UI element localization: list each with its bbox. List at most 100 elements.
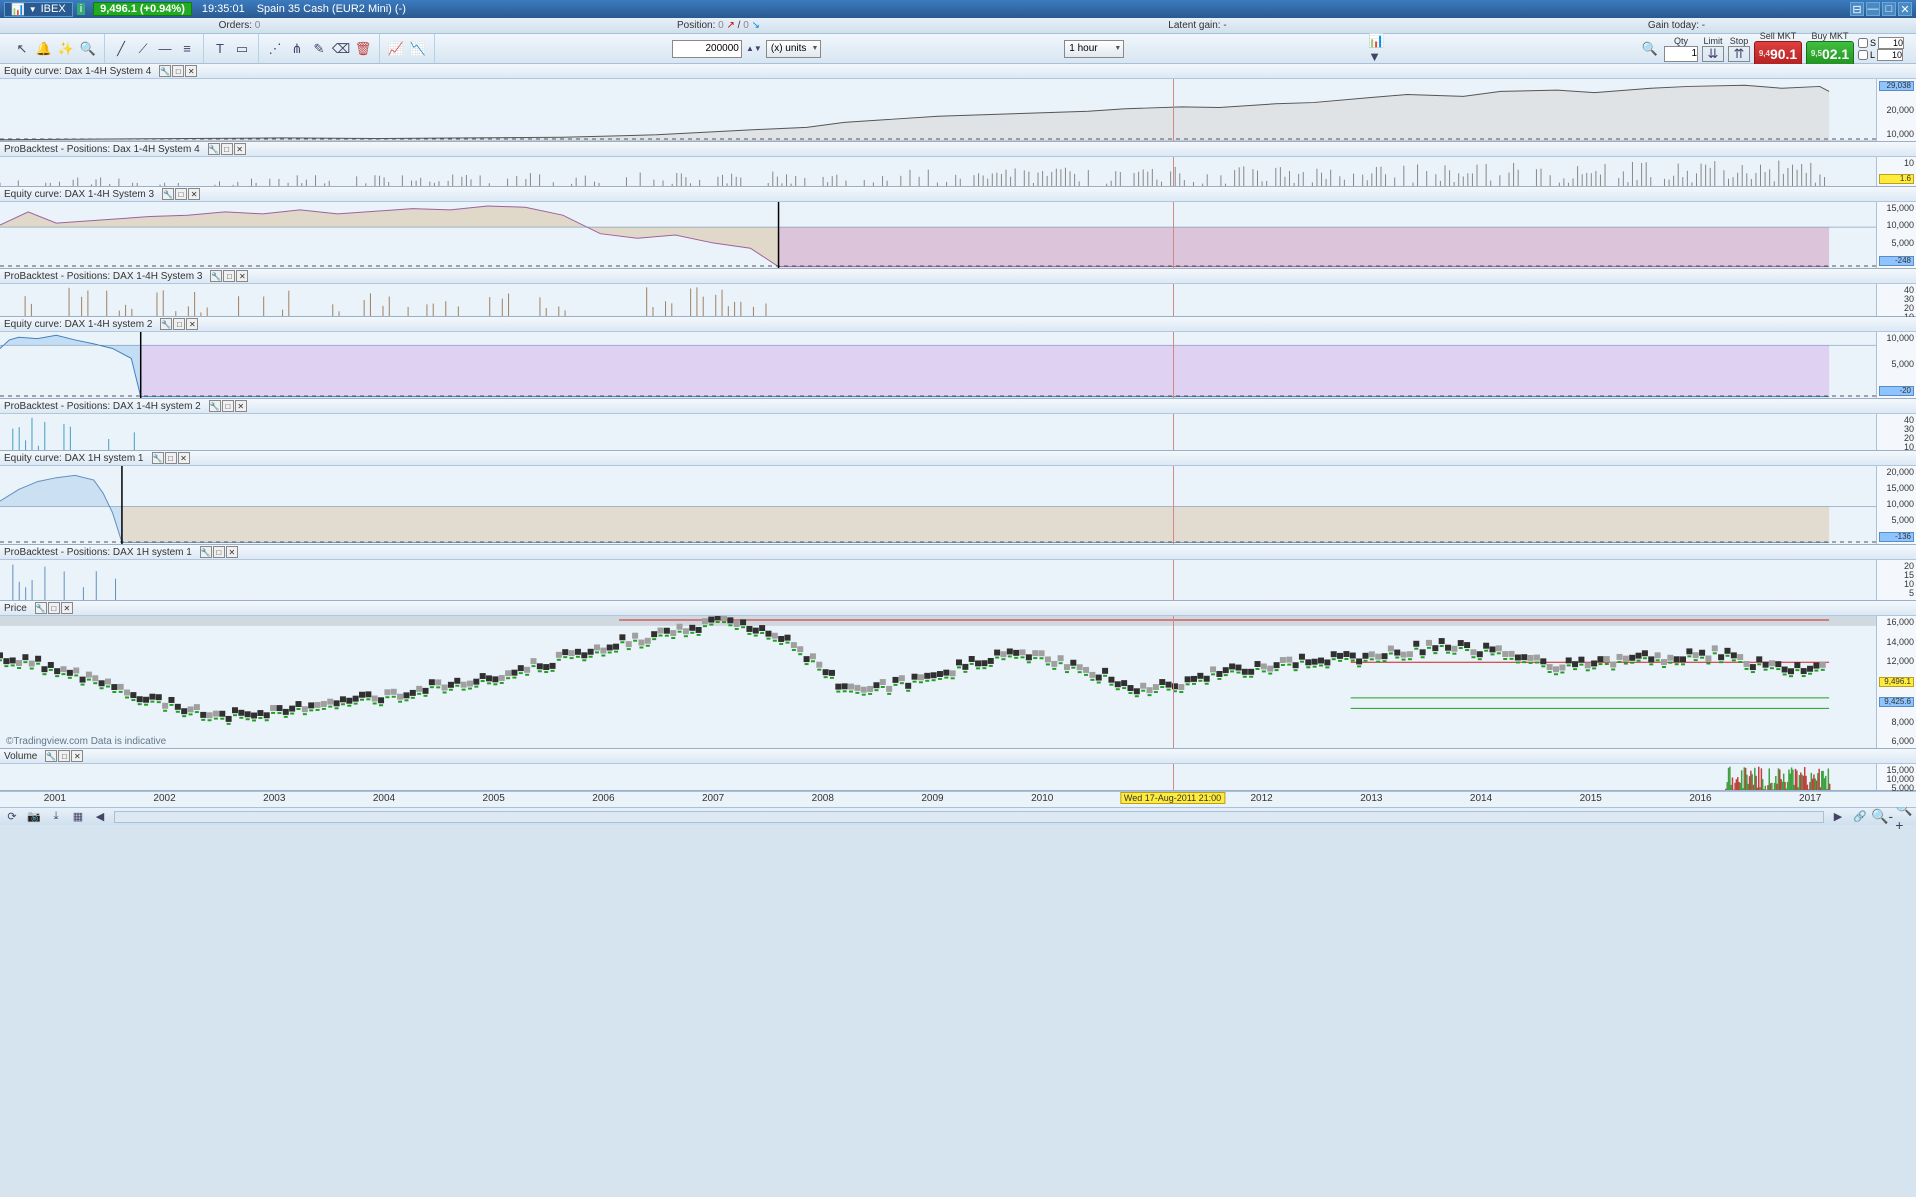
segment-tool-icon[interactable]: ⟋ [133, 39, 153, 59]
panel-header-equity4[interactable]: Equity curve: Dax 1-4H System 4🔧□✕ [0, 64, 1916, 79]
ticker-dropdown[interactable]: 📊 ▼ IBEX [4, 2, 73, 17]
trash-tool-icon[interactable]: 🗑 [353, 39, 373, 59]
close-icon[interactable]: ✕ [1898, 2, 1912, 16]
close-icon[interactable]: ✕ [71, 750, 83, 762]
stop-value-input[interactable] [1878, 37, 1904, 49]
sell-button[interactable]: 9,490.1 [1754, 41, 1802, 67]
panel-header-pos3[interactable]: ProBacktest - Positions: DAX 1-4H System… [0, 269, 1916, 284]
window-icon[interactable]: □ [213, 546, 225, 558]
plot-area[interactable] [0, 157, 1876, 186]
window-icon[interactable]: □ [173, 318, 185, 330]
window-icon[interactable]: □ [165, 452, 177, 464]
hline-tool-icon[interactable]: — [155, 39, 175, 59]
close-icon[interactable]: ✕ [185, 65, 197, 77]
plot-area[interactable] [0, 284, 1876, 316]
y-axis[interactable]: 20,00015,00010,0005,000-136 [1876, 466, 1916, 544]
wrench-icon[interactable]: 🔧 [160, 318, 172, 330]
pitchfork-tool-icon[interactable]: ⋔ [287, 39, 307, 59]
wrench-icon[interactable]: 🔧 [200, 546, 212, 558]
window-icon[interactable]: □ [222, 400, 234, 412]
close-icon[interactable]: ✕ [235, 400, 247, 412]
amount-input[interactable] [672, 40, 742, 58]
y-axis[interactable]: 16,00014,00012,0009,496.19,425.68,0006,0… [1876, 616, 1916, 748]
panel-header-equity2[interactable]: Equity curve: DAX 1-4H system 2🔧□✕ [0, 317, 1916, 332]
y-axis[interactable]: 403020100 [1876, 284, 1916, 316]
zoom-tool-icon[interactable]: 🔍 [78, 39, 98, 59]
rect-tool-icon[interactable]: ▭ [232, 39, 252, 59]
info-icon[interactable]: i [77, 3, 85, 15]
time-axis[interactable]: 2001200220032004200520062007200820092010… [0, 791, 1916, 807]
y-axis[interactable]: 101.6 [1876, 157, 1916, 186]
pin-icon[interactable]: ⊟ [1850, 2, 1864, 16]
refresh-icon[interactable]: ⟳ [4, 809, 20, 825]
export-icon[interactable]: ⤓ [48, 809, 64, 825]
wand-tool-icon[interactable]: ✨ [56, 39, 76, 59]
zoom-in-icon[interactable]: 🔍+ [1896, 809, 1912, 825]
plot-area[interactable] [0, 332, 1876, 398]
window-icon[interactable]: □ [175, 188, 187, 200]
limit-value-input[interactable] [1877, 49, 1903, 61]
grid-icon[interactable]: ▦ [70, 809, 86, 825]
y-axis[interactable]: 403020100 [1876, 414, 1916, 450]
close-icon[interactable]: ✕ [226, 546, 238, 558]
qty-input[interactable] [1664, 46, 1698, 62]
link-icon[interactable]: 🔗 [1852, 809, 1868, 825]
search-order-icon[interactable]: 🔍 [1640, 39, 1660, 59]
close-icon[interactable]: ✕ [188, 188, 200, 200]
limit-button[interactable]: ⇊ [1702, 46, 1724, 62]
stop-button[interactable]: ⇈ [1728, 46, 1750, 62]
text-tool-icon[interactable]: T [210, 39, 230, 59]
wrench-icon[interactable]: 🔧 [35, 602, 47, 614]
plot-area[interactable]: ©Tradingview.com Data is indicative [0, 616, 1876, 748]
y-axis[interactable]: 15,00010,0005,000-248 [1876, 202, 1916, 268]
plot-area[interactable] [0, 764, 1876, 790]
cursor-tool-icon[interactable]: ↖ [12, 39, 32, 59]
backtest-tool-icon[interactable]: 📉 [408, 39, 428, 59]
y-axis[interactable]: 10,0005,000-20 [1876, 332, 1916, 398]
wrench-icon[interactable]: 🔧 [152, 452, 164, 464]
stop-checkbox[interactable] [1858, 38, 1868, 48]
line-tool-icon[interactable]: ╱ [111, 39, 131, 59]
window-icon[interactable]: □ [172, 65, 184, 77]
panel-header-equity1[interactable]: Equity curve: DAX 1H system 1🔧□✕ [0, 451, 1916, 466]
y-axis[interactable]: 29,03820,00010,000 [1876, 79, 1916, 141]
pencil-tool-icon[interactable]: ✎ [309, 39, 329, 59]
window-icon[interactable]: □ [48, 602, 60, 614]
y-axis[interactable]: 15,00010,0005,000714 [1876, 764, 1916, 790]
limit-checkbox[interactable] [1858, 50, 1868, 60]
window-icon[interactable]: □ [223, 270, 235, 282]
eraser-tool-icon[interactable]: ⌫ [331, 39, 351, 59]
channel-tool-icon[interactable]: ≡ [177, 39, 197, 59]
close-icon[interactable]: ✕ [61, 602, 73, 614]
scroll-right-icon[interactable]: ▶ [1830, 809, 1846, 825]
wrench-icon[interactable]: 🔧 [159, 65, 171, 77]
buy-button[interactable]: 9,502.1 [1806, 41, 1854, 67]
amount-stepper-icon[interactable]: ▲▼ [744, 39, 764, 59]
units-select[interactable]: (x) units [766, 40, 822, 58]
plot-area[interactable] [0, 79, 1876, 141]
maximize-icon[interactable]: □ [1882, 2, 1896, 16]
wrench-icon[interactable]: 🔧 [210, 270, 222, 282]
window-icon[interactable]: □ [58, 750, 70, 762]
wrench-icon[interactable]: 🔧 [45, 750, 57, 762]
scroll-left-icon[interactable]: ◀ [92, 809, 108, 825]
fib-tool-icon[interactable]: ⋰ [265, 39, 285, 59]
panel-header-equity3[interactable]: Equity curve: DAX 1-4H System 3🔧□✕ [0, 187, 1916, 202]
close-icon[interactable]: ✕ [186, 318, 198, 330]
plot-area[interactable] [0, 202, 1876, 268]
panel-header-pos1[interactable]: ProBacktest - Positions: DAX 1H system 1… [0, 545, 1916, 560]
timeframe-select[interactable]: 1 hour [1064, 40, 1124, 58]
wrench-icon[interactable]: 🔧 [209, 400, 221, 412]
indicator-tool-icon[interactable]: 📈 [386, 39, 406, 59]
plot-area[interactable] [0, 466, 1876, 544]
panel-header-pos4[interactable]: ProBacktest - Positions: Dax 1-4H System… [0, 142, 1916, 157]
zoom-out-icon[interactable]: 🔍- [1874, 809, 1890, 825]
chart-style-icon[interactable]: 📊▼ [1367, 39, 1397, 59]
scrollbar[interactable] [114, 811, 1824, 823]
close-icon[interactable]: ✕ [234, 143, 246, 155]
bell-tool-icon[interactable]: 🔔 [34, 39, 54, 59]
plot-area[interactable] [0, 560, 1876, 600]
close-icon[interactable]: ✕ [236, 270, 248, 282]
panel-header-pos2[interactable]: ProBacktest - Positions: DAX 1-4H system… [0, 399, 1916, 414]
y-axis[interactable]: 2015105 [1876, 560, 1916, 600]
